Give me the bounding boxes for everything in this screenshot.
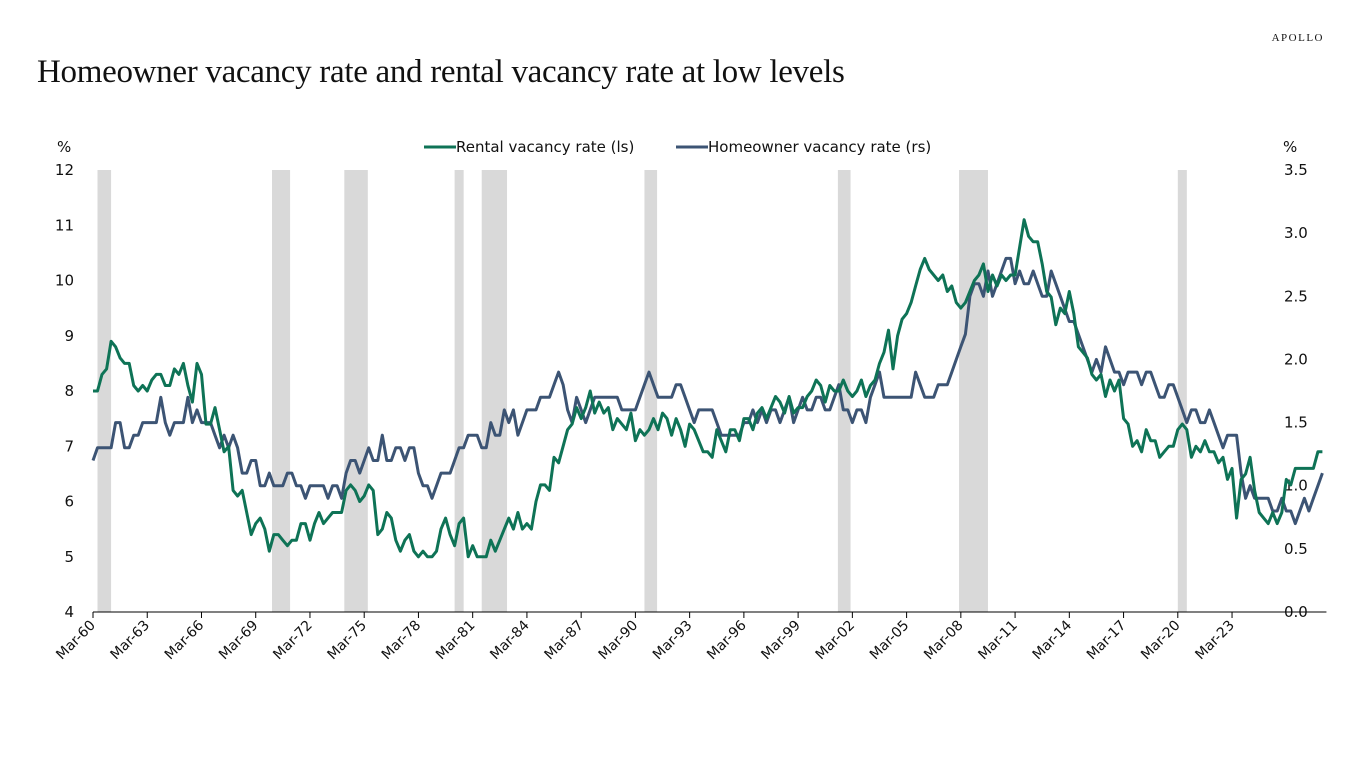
- x-tick-label: Mar-17: [1084, 618, 1130, 664]
- recession-band: [344, 170, 368, 612]
- recession-bands: [97, 170, 1187, 612]
- x-tick-label: Mar-02: [813, 618, 859, 664]
- y-left-tick-label: 5: [64, 548, 74, 566]
- x-tick-label: Mar-63: [108, 618, 154, 664]
- y-left-tick-label: 6: [64, 493, 74, 511]
- y-left-tick-label: 9: [64, 327, 74, 345]
- recession-band: [959, 170, 988, 612]
- x-tick-label: Mar-08: [921, 618, 967, 664]
- y-left-tick-label: 12: [55, 161, 74, 179]
- y-left-ticks: 4 5 6 7 8 9 10 11 12: [55, 161, 74, 621]
- y-right-tick-label: 0.5: [1284, 540, 1308, 558]
- y-left-tick-label: 8: [64, 382, 74, 400]
- x-tick-label: Mar-05: [867, 618, 913, 664]
- x-tick-label: Mar-60: [53, 618, 99, 664]
- x-tick-label: Mar-99: [758, 618, 804, 664]
- y-right-tick-label: 1.0: [1284, 477, 1308, 495]
- brand-logo: APOLLO: [1271, 32, 1324, 44]
- x-tick-label: Mar-11: [975, 618, 1021, 664]
- x-tick-label: Mar-20: [1138, 618, 1184, 664]
- x-tick-label: Mar-75: [324, 618, 370, 664]
- x-tick-label: Mar-96: [704, 617, 750, 663]
- series-line-homeowner-vacancy: [91, 256, 1324, 526]
- series-lines: [91, 218, 1324, 559]
- recession-band: [454, 170, 464, 612]
- x-tick-label: Mar-23: [1192, 618, 1238, 664]
- y-left-tick-label: 10: [55, 272, 74, 290]
- recession-band: [481, 170, 508, 612]
- recession-band: [271, 170, 291, 612]
- y-right-tick-label: 3.5: [1284, 161, 1308, 179]
- x-tick-label: Mar-93: [650, 618, 696, 664]
- x-tick-label: Mar-69: [216, 618, 262, 664]
- x-ticks: Mar-60 Mar-63 Mar-66 Mar-69 Mar-72 Mar-75 Mar-…: [53, 612, 1238, 663]
- y-right-tick-label: 3.0: [1284, 224, 1308, 242]
- x-tick-label: Mar-72: [270, 618, 316, 664]
- y-right-unit-label: %: [1283, 138, 1297, 156]
- y-right-tick-label: 1.5: [1284, 414, 1308, 432]
- series-line-rental-vacancy: [93, 218, 1323, 559]
- chart-title: Homeowner vacancy rate and rental vacanc…: [37, 54, 845, 90]
- recession-band: [644, 170, 658, 612]
- x-tick-label: Mar-87: [541, 618, 587, 664]
- y-right-tick-label: 2.5: [1284, 287, 1308, 305]
- recession-band: [97, 170, 112, 612]
- legend-label-homeowner: Homeowner vacancy rate (rs): [708, 138, 931, 156]
- y-left-tick-label: 4: [64, 603, 74, 621]
- y-right-ticks: 0.0 0.5 1.0 1.5 2.0 2.5 3.0 3.5: [1284, 161, 1308, 621]
- x-tick-label: Mar-14: [1030, 617, 1076, 663]
- x-tick-label: Mar-81: [433, 618, 479, 664]
- y-left-tick-label: 7: [64, 437, 74, 455]
- x-tick-label: Mar-90: [596, 618, 642, 664]
- legend-label-rental: Rental vacancy rate (ls): [456, 138, 634, 156]
- y-left-unit-label: %: [57, 138, 71, 156]
- x-tick-label: Mar-78: [379, 618, 425, 664]
- x-tick-label: Mar-66: [162, 617, 208, 663]
- y-left-tick-label: 11: [55, 216, 74, 234]
- recession-band: [837, 170, 851, 612]
- legend: Rental vacancy rate (ls) Homeowner vacan…: [424, 138, 931, 156]
- y-right-tick-label: 0.0: [1284, 603, 1308, 621]
- recession-band: [1177, 170, 1187, 612]
- y-right-tick-label: 2.0: [1284, 350, 1308, 368]
- x-tick-label: Mar-84: [487, 617, 533, 663]
